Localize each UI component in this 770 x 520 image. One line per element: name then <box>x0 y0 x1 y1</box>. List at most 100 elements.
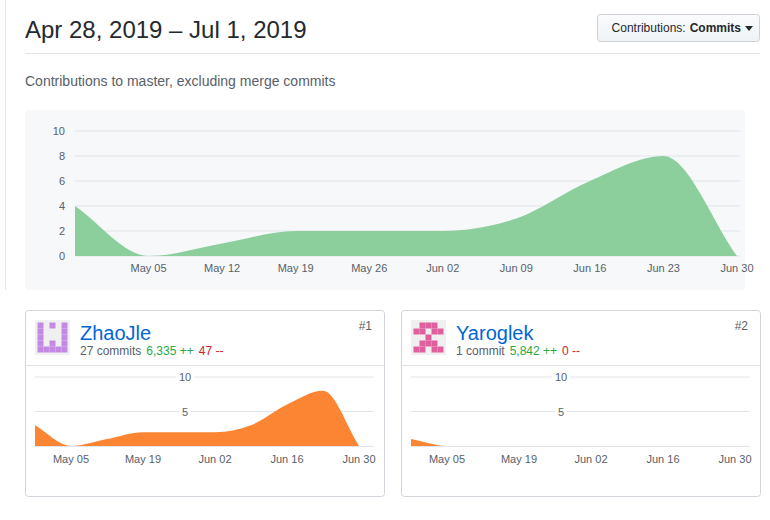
area <box>411 439 735 446</box>
avatar-cell <box>56 347 62 353</box>
card-divider <box>402 365 760 366</box>
avatar-cell <box>38 347 44 353</box>
avatar-cell <box>432 341 438 347</box>
avatar-cell <box>420 341 426 347</box>
avatar-cell <box>50 347 56 353</box>
card-frame <box>26 311 385 497</box>
x-axis-line <box>411 446 750 447</box>
avatar-cell <box>438 329 444 335</box>
avatar-cell <box>62 341 68 347</box>
contributor-card: ZhaoJle#127 commits6,335 ++47 -- <box>26 311 385 497</box>
x-tick-label: May 05 <box>53 453 89 465</box>
deletions: 47 -- <box>199 344 224 358</box>
additions: 6,335 ++ <box>146 344 193 358</box>
avatar-cell <box>38 341 44 347</box>
grid-line <box>411 411 750 412</box>
marks <box>75 156 737 256</box>
grid-line <box>75 131 740 132</box>
x-tick-label: Jun 23 <box>647 262 680 274</box>
avatar-cell <box>62 323 68 329</box>
avatar <box>411 320 446 355</box>
avatar-cell <box>50 323 56 329</box>
x-tick-label: Jun 30 <box>718 453 751 465</box>
x-tick-label: Jun 02 <box>426 262 459 274</box>
grid-line <box>35 377 374 378</box>
area <box>75 156 737 256</box>
y-tick-label: 8 <box>59 150 65 162</box>
x-axis-line <box>35 446 374 447</box>
grid-line <box>411 377 750 378</box>
x-tick-label: May 19 <box>125 453 161 465</box>
subtitle: Contributions to master, excluding merge… <box>25 73 335 89</box>
x-tick-label: Jun 16 <box>646 453 679 465</box>
x-tick-label: May 19 <box>501 453 537 465</box>
avatar-cell <box>44 347 50 353</box>
avatar <box>35 320 70 355</box>
avatar-ground <box>411 320 446 355</box>
avatar-cell <box>432 329 438 335</box>
button-label: Contributions: <box>612 21 686 35</box>
avatar-cell <box>420 329 426 335</box>
y-tick-label: 10 <box>53 125 65 137</box>
tick-label-ground <box>179 405 191 419</box>
y-tick-label: 10 <box>179 371 191 383</box>
avatar-cell <box>38 335 44 341</box>
page: Apr 28, 2019 – Jul 1, 2019 Contributions:… <box>0 0 770 520</box>
x-tick-label: Jun 16 <box>270 453 303 465</box>
avatar-cell <box>420 347 426 353</box>
marks <box>35 391 359 446</box>
avatar-cell <box>414 347 420 353</box>
contributor-rank: #1 <box>359 319 373 333</box>
page-title: Apr 28, 2019 – Jul 1, 2019 <box>25 16 307 43</box>
avatar-cell <box>426 335 432 341</box>
chart-2: 510May 05May 19Jun 02Jun 16Jun 30 <box>411 370 752 465</box>
x-tick-label: Jun 02 <box>574 453 607 465</box>
additions: 5,842 ++ <box>510 344 557 358</box>
x-tick-label: May 12 <box>204 262 240 274</box>
tick-label-ground <box>555 405 567 419</box>
button-frame <box>598 15 760 42</box>
y-tick-label: 6 <box>59 175 65 187</box>
contributions-button[interactable]: Contributions: Commits <box>598 15 760 42</box>
side-rule <box>5 0 6 290</box>
avatar-cell <box>38 329 44 335</box>
y-tick-label: 2 <box>59 225 65 237</box>
avatar-cell <box>50 341 56 347</box>
avatar-cell <box>62 335 68 341</box>
avatar-cell <box>426 341 432 347</box>
button-value: Commits <box>690 21 742 35</box>
avatar-ground <box>35 320 70 355</box>
x-tick-label: May 19 <box>278 262 314 274</box>
area <box>35 391 359 446</box>
y-tick-label: 5 <box>182 406 188 418</box>
contributor-card: Yaroglek #2 1 commit 5,842 ++ 0 -- <box>402 311 761 497</box>
contributor-name[interactable]: Yaroglek <box>456 322 534 344</box>
y-tick-label: 5 <box>558 406 564 418</box>
y-tick-label: 0 <box>59 250 65 262</box>
x-tick-label: Jun 30 <box>720 262 753 274</box>
caret <box>745 26 753 31</box>
tick-label-ground <box>176 370 194 384</box>
avatar-cell <box>426 323 432 329</box>
card-divider <box>26 365 384 366</box>
contributor-name[interactable]: ZhaoJle <box>80 322 151 344</box>
deletions: 0 -- <box>562 344 580 358</box>
avatar-cell <box>414 329 420 335</box>
y-tick-label: 10 <box>555 371 567 383</box>
contributor-rank: #2 <box>735 319 749 333</box>
avatar-cell <box>38 323 44 329</box>
avatar-cell <box>432 323 438 329</box>
chart-1: 510May 05May 19Jun 02Jun 16Jun 30 <box>35 370 376 465</box>
tick-label-ground <box>552 370 570 384</box>
avatar-cell <box>420 323 426 329</box>
contributor-summary: 27 commits6,335 ++47 -- <box>80 344 223 358</box>
x-tick-label: May 05 <box>131 262 167 274</box>
chart-panel <box>25 110 745 290</box>
marks <box>411 439 735 446</box>
contributor-summary: 1 commit 5,842 ++ 0 -- <box>456 344 580 358</box>
card-frame <box>402 311 761 497</box>
chart-0: 0246810May 05May 12May 19May 26Jun 02Jun… <box>53 125 754 274</box>
x-tick-label: May 26 <box>351 262 387 274</box>
avatar-cell <box>62 347 68 353</box>
commit-count: 1 commit <box>456 344 505 358</box>
